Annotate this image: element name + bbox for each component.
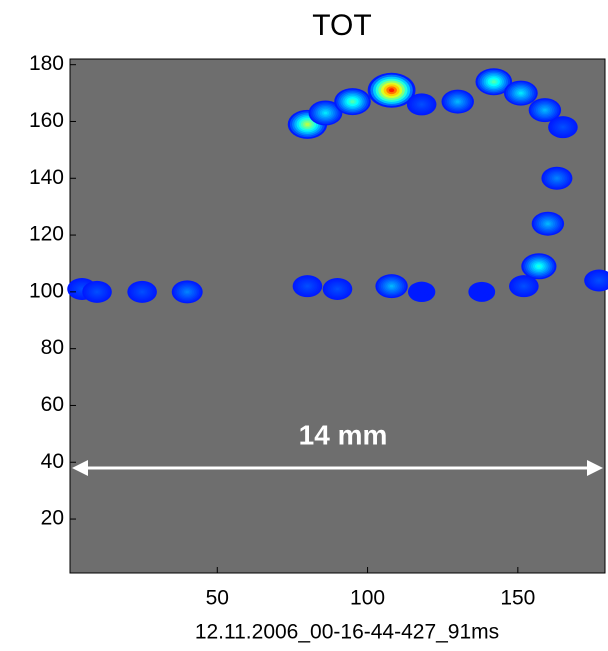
y-tick-label: 20	[41, 507, 64, 530]
blob-level	[323, 111, 328, 115]
blob-level	[335, 287, 340, 291]
blob-level	[480, 290, 484, 293]
blob	[541, 166, 573, 190]
arrow-head	[587, 460, 603, 476]
blob-level	[185, 290, 189, 294]
blob-level	[388, 88, 395, 93]
blob	[584, 269, 608, 292]
blob-level	[491, 80, 496, 84]
blob	[334, 88, 371, 116]
blob-level	[95, 290, 99, 294]
x-tick-label: 100	[350, 587, 385, 610]
annotation: 14 mm	[299, 419, 388, 450]
y-tick-label: 120	[29, 223, 64, 246]
blob	[171, 280, 203, 304]
blob-level	[420, 290, 424, 293]
blob-level	[546, 222, 550, 226]
blob	[521, 253, 557, 280]
blob	[475, 68, 513, 96]
blob	[441, 89, 474, 114]
blob-level	[518, 91, 523, 95]
blob	[548, 116, 578, 139]
blob-level	[561, 125, 565, 129]
blob-level	[350, 100, 355, 104]
blob	[528, 98, 562, 123]
blob-level	[389, 284, 394, 288]
blob-level	[455, 100, 460, 103]
blob-level	[543, 108, 547, 112]
arrow-head	[72, 460, 88, 476]
x-axis-label: 12.11.2006_00-16-44-427_91ms	[195, 621, 499, 644]
blob	[509, 275, 539, 298]
heatmap-layer	[67, 68, 608, 304]
y-tick-label: 180	[29, 52, 64, 75]
blob-level	[522, 284, 526, 288]
blob-level	[420, 103, 424, 106]
y-tick-label: 100	[29, 279, 64, 302]
y-tick-label: 40	[41, 450, 64, 473]
blob	[375, 274, 408, 299]
plot-area	[69, 58, 606, 574]
y-tick-label: 140	[29, 166, 64, 189]
chart-title: TOT	[312, 9, 371, 42]
x-tick-label: 150	[500, 587, 535, 610]
blob-level	[305, 284, 310, 288]
blob	[308, 100, 343, 126]
blob	[292, 275, 323, 298]
y-tick-label: 60	[41, 393, 64, 416]
scale-arrow	[72, 460, 603, 476]
blob-level	[140, 290, 144, 294]
y-tick-label: 160	[29, 109, 64, 132]
blob	[407, 281, 436, 303]
blob-level	[536, 264, 541, 268]
blob	[127, 280, 157, 303]
y-tick-label: 80	[41, 336, 64, 359]
blob-level	[555, 176, 559, 180]
blob	[367, 72, 416, 108]
blob-level	[597, 279, 601, 282]
blob	[82, 280, 112, 303]
blob	[468, 281, 496, 302]
blob	[406, 93, 437, 116]
blob	[531, 211, 565, 236]
blob-level	[305, 122, 310, 126]
blob	[322, 278, 353, 301]
blob	[503, 80, 538, 106]
x-tick-label: 50	[206, 587, 229, 610]
